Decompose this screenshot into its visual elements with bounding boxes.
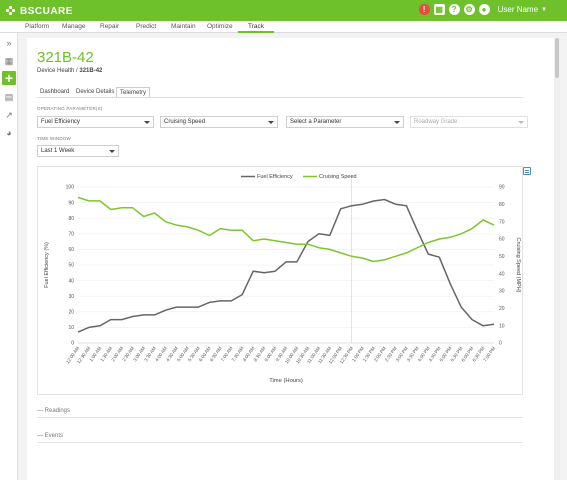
header-actions: ! ▦ ? ⚙ ● User Name ▼ — [418, 4, 547, 15]
add-icon[interactable]: + — [2, 70, 16, 86]
list-add-icon[interactable]: ▤ — [4, 91, 14, 102]
chevron-down-icon — [109, 150, 115, 153]
line-chart-icon[interactable]: ↗ — [5, 109, 13, 120]
parameter-select-3[interactable]: Select a Parameter — [286, 116, 404, 128]
events-section[interactable]: — Events — [37, 431, 523, 443]
logo-icon — [6, 6, 16, 16]
y-left-tick-label: 80 — [68, 216, 74, 222]
legend-label-fuel-efficiency: Fuel Efficiency — [257, 174, 293, 180]
settings-icon[interactable]: ⚙ — [463, 4, 475, 15]
collapse-icon: — — [37, 433, 43, 439]
y-right-tick-label: 60 — [499, 237, 505, 243]
chart-menu-icon[interactable] — [523, 167, 531, 175]
top-bar: BSCUARE ! ▦ ? ⚙ ● User Name ▼ — [0, 0, 567, 21]
y-left-tick-label: 70 — [68, 232, 74, 238]
dashboard-icon[interactable]: ▦ — [4, 55, 14, 66]
y-right-tick-label: 20 — [499, 306, 505, 312]
breadcrumb-separator: / — [76, 68, 78, 74]
breadcrumb-parent[interactable]: Device Health — [37, 68, 75, 74]
legend-label-cruising-speed: Cruising Speed — [319, 174, 357, 180]
y-right-tick-label: 10 — [499, 323, 505, 329]
gauge-icon[interactable]: ◕ — [6, 128, 12, 138]
y-left-axis-title: Fuel Efficiency (%) — [44, 242, 50, 288]
y-left-tick-label: 10 — [68, 325, 74, 331]
tab-device-details[interactable]: Device Details — [76, 89, 115, 95]
chevron-down-icon — [518, 121, 524, 124]
nav-item-platform[interactable]: Platform — [25, 23, 50, 30]
nav-item-manage[interactable]: Manage — [62, 23, 86, 30]
y-left-tick-label: 40 — [68, 278, 74, 284]
user-name: User Name — [497, 5, 539, 14]
parameter-select-2-value: Cruising Speed — [164, 119, 206, 125]
brand-name: BSCUARE — [20, 5, 73, 17]
y-right-tick-label: 0 — [499, 341, 502, 347]
user-avatar-icon[interactable]: ● — [478, 4, 490, 15]
y-left-tick-label: 90 — [68, 200, 74, 206]
operating-parameters-label: OPERATING PARAMETER(S) — [37, 106, 103, 111]
y-right-tick-label: 70 — [499, 219, 505, 225]
readings-label: Readings — [44, 408, 71, 414]
parameter-select-2[interactable]: Cruising Speed — [160, 116, 278, 128]
main-nav: Platform Manage Repair Predict Maintain … — [0, 21, 567, 33]
y-right-axis-title: Cruising Speed (MPH) — [515, 237, 521, 292]
scrollbar-thumb[interactable] — [555, 38, 559, 78]
y-right-tick-label: 50 — [499, 254, 505, 260]
events-label: Events — [44, 433, 64, 439]
series-line-fuel-efficiency — [77, 198, 495, 333]
brand-logo[interactable]: BSCUARE — [6, 5, 73, 17]
chart-svg: 0 10 20 30 40 50 60 70 80 90 100 0 10 20 30 40 50 60 70 80 9… — [44, 174, 521, 384]
chevron-down-icon — [268, 121, 274, 124]
page-title: 321B-42 — [37, 49, 94, 66]
telemetry-chart: 0 10 20 30 40 50 60 70 80 90 100 0 10 20 30 40 50 60 70 80 9… — [37, 166, 523, 395]
x-axis-title: Time (Hours) — [269, 378, 303, 384]
y-right-tick-label: 80 — [499, 202, 505, 208]
y-right-tick-label: 90 — [499, 185, 505, 191]
parameter-select-4-value: Roadway Grade — [414, 119, 458, 125]
nav-item-maintain[interactable]: Maintain — [171, 23, 196, 30]
parameter-select-1[interactable]: Fuel Efficiency — [37, 116, 154, 128]
main-panel: 321B-42 Device Health / 321B-42 Dashboar… — [27, 38, 560, 480]
nav-item-track[interactable]: Track — [238, 22, 274, 33]
y-right-tick-label: 40 — [499, 271, 505, 277]
nav-item-repair[interactable]: Repair — [100, 23, 120, 30]
readings-section[interactable]: — Readings — [37, 406, 523, 418]
series-line-cruising-speed — [77, 196, 495, 263]
user-menu[interactable]: User Name ▼ — [498, 5, 547, 14]
tab-divider — [37, 97, 523, 98]
y-left-tick-label: 20 — [68, 310, 74, 316]
y-left-tick-label: 30 — [68, 294, 74, 300]
chevron-down-icon: ▼ — [541, 6, 547, 13]
time-window-label: TIME WINDOW — [37, 136, 71, 141]
tab-dashboard[interactable]: Dashboard — [40, 89, 70, 95]
y-left-tick-label: 60 — [68, 247, 74, 253]
sidebar: » ▦ + ▤ ↗ ◕ — [0, 33, 18, 480]
nav-item-optimize[interactable]: Optimize — [207, 23, 233, 30]
y-right-tick-label: 30 — [499, 289, 505, 295]
expand-chevron-icon[interactable]: » — [6, 38, 12, 48]
y-left-tick-label: 100 — [66, 185, 75, 191]
time-window-select[interactable]: Last 1 Week — [37, 145, 119, 157]
chevron-down-icon — [394, 121, 400, 124]
parameter-select-3-value: Select a Parameter — [290, 119, 342, 125]
notifications-icon[interactable]: ▦ — [433, 4, 445, 15]
alert-icon[interactable]: ! — [418, 4, 430, 15]
help-icon[interactable]: ? — [448, 4, 460, 15]
time-window-value: Last 1 Week — [41, 148, 75, 154]
nav-item-predict[interactable]: Predict — [136, 23, 157, 30]
chevron-down-icon — [144, 121, 150, 124]
breadcrumb: Device Health / 321B-42 — [37, 68, 102, 74]
y-left-tick-label: 50 — [68, 263, 74, 269]
collapse-icon: — — [37, 408, 43, 414]
parameter-select-4: Roadway Grade — [410, 116, 528, 128]
scrollbar[interactable] — [554, 38, 560, 480]
breadcrumb-current: 321B-42 — [79, 68, 103, 74]
y-left-tick-label: 0 — [71, 341, 74, 347]
parameter-select-1-value: Fuel Efficiency — [41, 119, 80, 125]
